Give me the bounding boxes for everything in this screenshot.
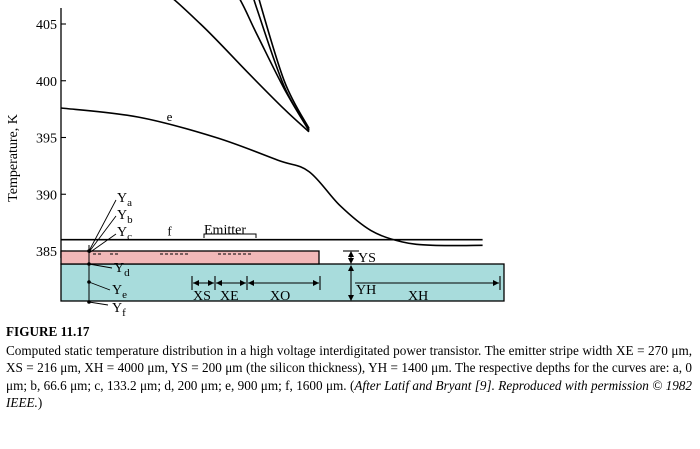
y-axis-label: Temperature, K	[6, 114, 21, 202]
curve-d	[173, 0, 310, 133]
caption-main: Computed static temperature distribution…	[6, 342, 692, 393]
dim-label-xe: XE	[220, 289, 239, 304]
y-tick-label: 405	[36, 18, 57, 33]
depth-label-yf: Yf	[112, 301, 126, 319]
arrow-heads	[193, 280, 499, 286]
emitter-label: Emitter	[204, 223, 246, 238]
y-tick-label: 390	[36, 188, 57, 203]
y-tick-label: 400	[36, 75, 57, 90]
emitter-bracket	[203, 233, 257, 238]
curve-c	[239, 0, 310, 132]
figure-caption: FIGURE 11.17 Computed static temperature…	[6, 323, 692, 412]
caption-text: Computed static temperature distribution…	[6, 342, 692, 412]
temperature-figure: 385390395400405410415420425 Temperature,…	[6, 0, 505, 319]
depth-label-ya: Ya	[117, 191, 132, 209]
depth-label-ye: Ye	[112, 283, 127, 301]
plot-area: abcdef	[60, 0, 483, 247]
depth-leaders	[88, 199, 117, 306]
depth-label-yb: Yb	[117, 208, 133, 226]
curve-b	[253, 0, 310, 130]
silicon-layer	[60, 250, 320, 265]
curve-label-e: e	[167, 109, 173, 124]
dim-label-xo: XO	[270, 289, 290, 304]
y-tick-label: 385	[36, 245, 57, 260]
vertical-arrow-heads	[348, 251, 354, 301]
curve-e	[60, 107, 483, 247]
y-tick-label: 395	[36, 132, 57, 147]
depth-label-yc: Yc	[117, 225, 132, 243]
caption-citation: After Latif and Bryant [9]. Reproduced w…	[6, 377, 692, 411]
cross-section: Emitter Ya Yb Yc Yd Ye Yf	[60, 191, 505, 319]
caption-end: )	[37, 395, 43, 411]
dim-label-xh: XH	[408, 289, 428, 304]
y-axis: 385390395400405410415420425 Temperature,…	[6, 8, 66, 260]
curve-label-f: f	[167, 224, 172, 239]
depth-label-yd: Yd	[114, 261, 130, 279]
dim-label-xs: XS	[193, 289, 211, 304]
figure-heading: FIGURE 11.17	[6, 324, 90, 339]
dim-label-yh: YH	[356, 283, 376, 298]
dim-label-ys: YS	[358, 251, 376, 266]
